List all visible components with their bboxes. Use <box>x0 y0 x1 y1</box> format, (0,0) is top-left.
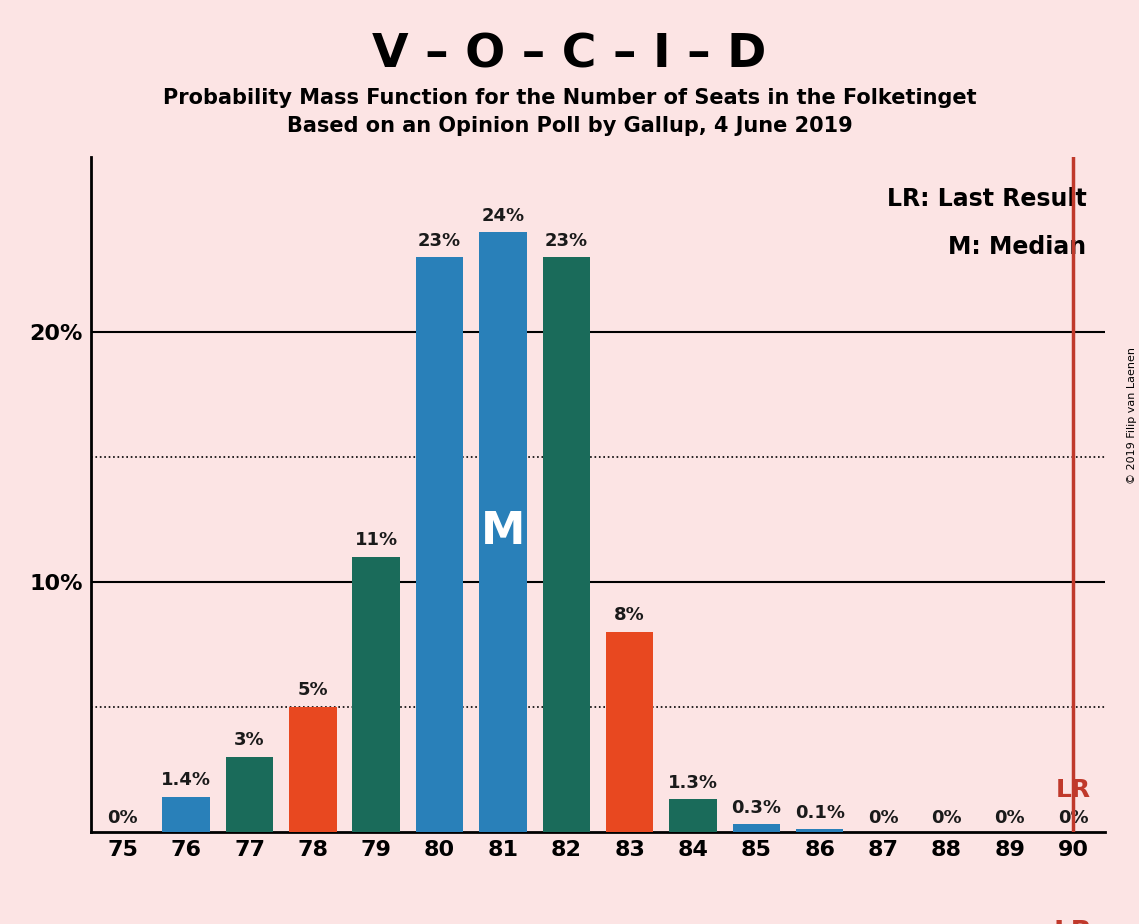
Text: 5%: 5% <box>297 681 328 699</box>
Bar <box>732 824 780 832</box>
Text: Based on an Opinion Poll by Gallup, 4 June 2019: Based on an Opinion Poll by Gallup, 4 Ju… <box>287 116 852 136</box>
Text: 1.4%: 1.4% <box>161 772 211 789</box>
Bar <box>670 799 716 832</box>
Text: 0.1%: 0.1% <box>795 804 845 821</box>
Text: 3%: 3% <box>235 731 265 749</box>
Text: 0%: 0% <box>107 809 138 827</box>
Text: © 2019 Filip van Laenen: © 2019 Filip van Laenen <box>1126 347 1137 484</box>
Text: 8%: 8% <box>614 606 645 625</box>
Text: 0.3%: 0.3% <box>731 798 781 817</box>
Bar <box>542 257 590 832</box>
Text: 1.3%: 1.3% <box>667 773 718 792</box>
Bar <box>352 557 400 832</box>
Bar <box>226 757 273 832</box>
Text: Probability Mass Function for the Number of Seats in the Folketinget: Probability Mass Function for the Number… <box>163 88 976 108</box>
Text: 0%: 0% <box>868 809 899 827</box>
Text: LR: LR <box>1054 919 1092 924</box>
Text: V – O – C – I – D: V – O – C – I – D <box>372 32 767 78</box>
Bar <box>416 257 464 832</box>
Text: 23%: 23% <box>544 232 588 249</box>
Text: LR: LR <box>1056 778 1091 802</box>
Text: M: Median: M: Median <box>949 235 1087 259</box>
Text: M: M <box>481 510 525 553</box>
Bar <box>480 232 526 832</box>
Bar <box>163 796 210 832</box>
Text: 24%: 24% <box>482 207 524 225</box>
Text: 23%: 23% <box>418 232 461 249</box>
Bar <box>796 829 844 832</box>
Text: LR: Last Result: LR: Last Result <box>887 188 1087 212</box>
Text: 0%: 0% <box>994 809 1025 827</box>
Text: 0%: 0% <box>1058 809 1089 827</box>
Bar <box>606 632 654 832</box>
Text: 11%: 11% <box>354 531 398 549</box>
Text: 0%: 0% <box>931 809 961 827</box>
Bar <box>289 707 337 832</box>
